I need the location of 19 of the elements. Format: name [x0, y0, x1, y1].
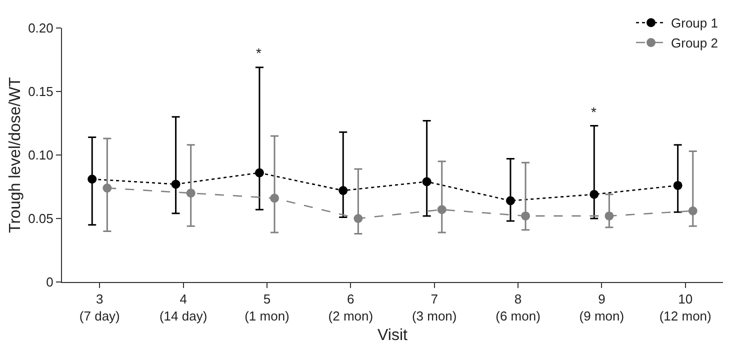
y-tick-label: 0.15	[28, 84, 54, 100]
x-tick-label: 10 (12 mon)	[659, 292, 712, 324]
x-tick-label: 9 (9 mon)	[579, 292, 624, 324]
legend-label: Group 1	[671, 16, 718, 31]
y-tick-label: 0.05	[28, 211, 54, 226]
y-tick-label: 0.20	[28, 20, 54, 36]
y-axis-title: Trough level/dose/WT	[7, 76, 24, 233]
y-tick-label: 0	[46, 274, 54, 290]
legend-label: Group 2	[671, 36, 718, 51]
x-tick-label: 3 (7 day)	[79, 292, 120, 324]
x-tick-label: 8 (6 mon)	[496, 292, 540, 324]
annotation: *	[256, 45, 262, 61]
y-tick-label: 0.10	[28, 148, 54, 163]
x-tick-label: 7 (3 mon)	[412, 292, 457, 324]
x-tick-label: 5 (1 mon)	[244, 292, 290, 324]
annotation: *	[591, 104, 597, 120]
x-tick-label: 6 (2 mon)	[328, 292, 374, 324]
x-axis-title: Visit	[378, 327, 408, 344]
x-tick-label: 4 (14 day)	[159, 292, 208, 324]
